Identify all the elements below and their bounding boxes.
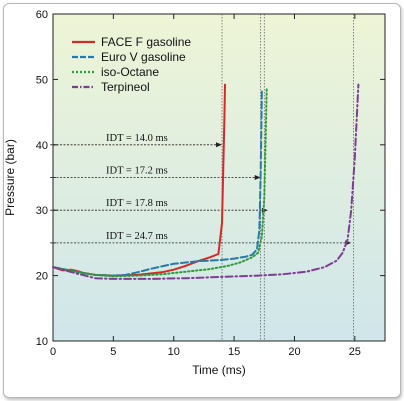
series-line-iso-octane <box>52 88 268 278</box>
y-tick-label: 60 <box>36 9 48 21</box>
x-tick-label: 10 <box>168 346 180 358</box>
x-tick-label: 25 <box>349 346 361 358</box>
y-tick-label: 50 <box>36 74 48 86</box>
idt-annotations: IDT = 14.0 ms IDT = 17.2 ms IDT = 17.8 ms I… <box>50 133 352 246</box>
x-tick-label: 5 <box>110 346 116 358</box>
legend-label: iso-Octane <box>101 65 159 79</box>
x-axis-title: Time (ms) <box>192 363 246 377</box>
idt-arrow-head <box>254 175 261 180</box>
idt-label: IDT = 14.0 ms <box>106 133 168 144</box>
idt-arrow-head <box>216 142 223 148</box>
idt-label: IDT = 17.2 ms <box>106 166 168 177</box>
legend-label: Euro V gasoline <box>101 50 186 64</box>
y-axis-title: Pressure (bar) <box>3 139 17 216</box>
axis-ticks: 0 5 10 15 20 25 10 20 30 40 50 60 <box>36 9 385 358</box>
y-tick-label: 40 <box>36 140 48 152</box>
y-tick-label: 30 <box>36 205 48 217</box>
series-line-euro-v-gasoline <box>52 88 263 277</box>
y-tick-label: 10 <box>36 336 48 348</box>
legend-label: FACE F gasoline <box>101 35 191 49</box>
idt-label: IDT = 24.7 ms <box>106 231 168 242</box>
x-tick-label: 20 <box>288 346 300 358</box>
idt-label: IDT = 17.8 ms <box>106 198 168 209</box>
series-lines <box>52 83 360 280</box>
x-tick-label: 0 <box>50 346 56 358</box>
legend-label: Terpineol <box>101 80 150 94</box>
series-line-terpineol <box>52 83 360 280</box>
y-tick-label: 20 <box>36 271 48 283</box>
x-tick-label: 15 <box>228 346 240 358</box>
